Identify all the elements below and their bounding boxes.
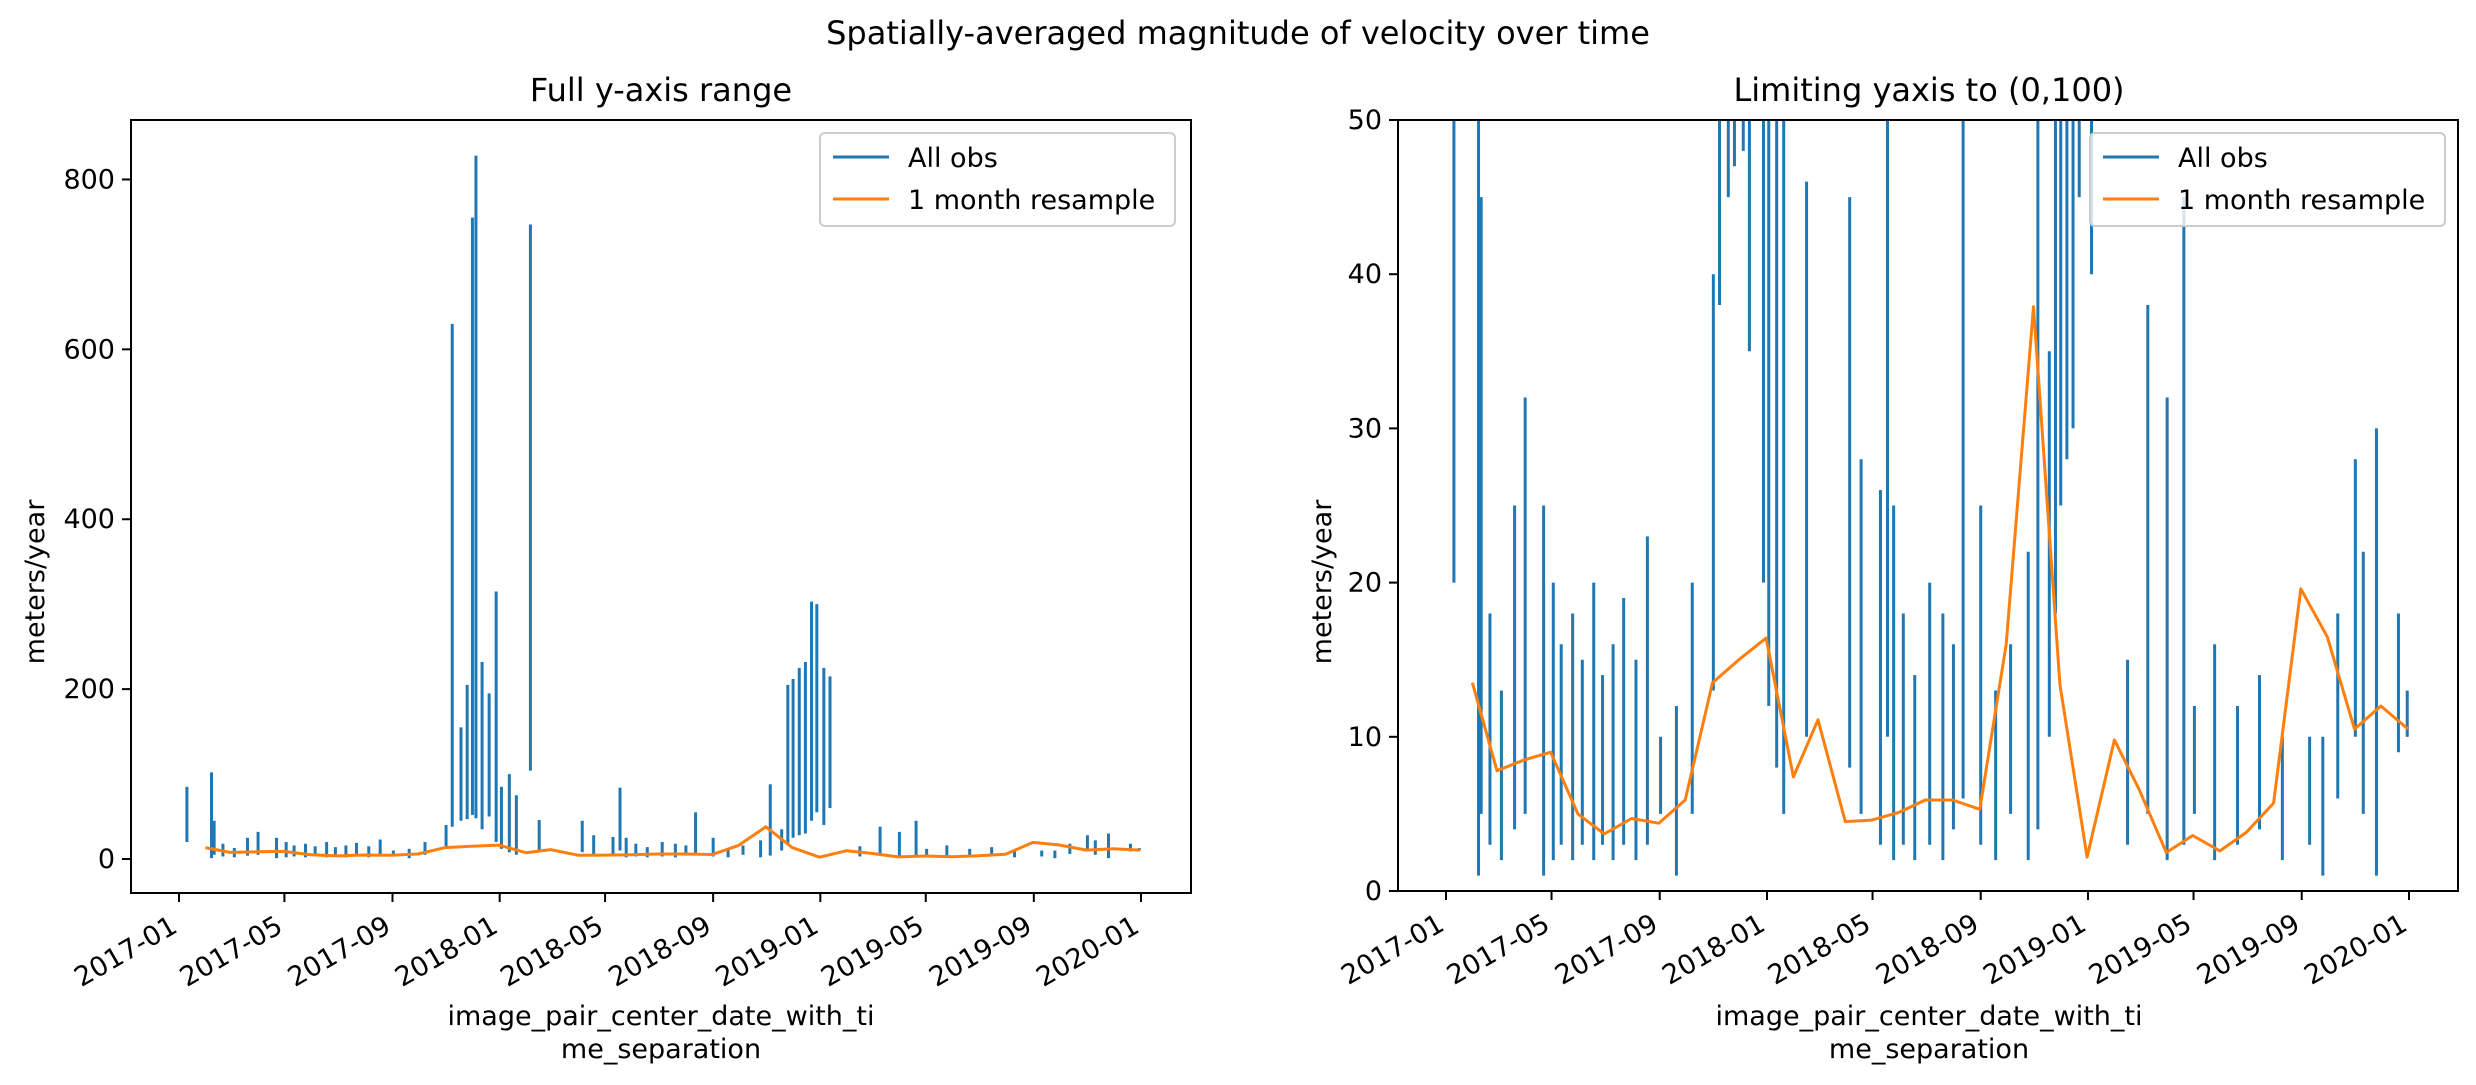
right-y-tick-label: 20 bbox=[1348, 568, 1382, 599]
left-chart-panel: Full y-axis range meters/year image_pair… bbox=[20, 71, 1192, 1065]
left-x-tick-label: 2017-05 bbox=[175, 910, 288, 993]
right-legend-label-all-obs: All obs bbox=[2178, 143, 2268, 174]
left-legend-label-all-obs: All obs bbox=[908, 143, 998, 174]
right-chart-plot-area bbox=[1452, 120, 2410, 876]
right-y-tick-label: 40 bbox=[1348, 259, 1382, 290]
right-y-tick-label: 30 bbox=[1348, 413, 1382, 444]
right-chart-xlabel-line1: image_pair_center_date_with_ti bbox=[1715, 1001, 2142, 1032]
right-x-tick-label: 2019-01 bbox=[1978, 908, 2091, 991]
left-chart-legend: All obs 1 month resample bbox=[819, 132, 1176, 227]
left-x-tick-label: 2018-01 bbox=[390, 910, 503, 993]
right-chart-xlabel-line2: me_separation bbox=[1829, 1034, 2029, 1065]
right-x-tick-label: 2020-01 bbox=[2299, 908, 2412, 991]
left-legend-label-resample: 1 month resample bbox=[908, 185, 1155, 216]
figure-suptitle: Spatially-averaged magnitude of velocity… bbox=[826, 14, 1650, 52]
left-chart-ticks: 2017-012017-052017-092018-012018-052018-… bbox=[63, 164, 1144, 993]
left-chart-plot-area bbox=[185, 155, 1141, 859]
left-x-tick-label: 2018-05 bbox=[495, 910, 608, 993]
left-chart-ylabel: meters/year bbox=[20, 499, 51, 665]
left-y-tick-label: 800 bbox=[63, 164, 115, 195]
left-chart-xlabel-line1: image_pair_center_date_with_ti bbox=[447, 1001, 874, 1032]
right-chart-ticks: 2017-012017-052017-092018-012018-052018-… bbox=[1336, 105, 2412, 991]
left-x-tick-label: 2019-05 bbox=[816, 910, 929, 993]
right-y-tick-label: 50 bbox=[1348, 105, 1382, 136]
right-chart-panel: Limiting yaxis to (0,100) meters/year im… bbox=[1307, 71, 2459, 1065]
left-x-tick-label: 2018-09 bbox=[603, 910, 716, 993]
right-chart-legend: All obs 1 month resample bbox=[2089, 132, 2446, 227]
left-chart-frame bbox=[130, 119, 1192, 894]
left-y-tick-label: 200 bbox=[63, 674, 115, 705]
left-x-tick-label: 2020-01 bbox=[1031, 910, 1144, 993]
left-legend-box bbox=[819, 132, 1176, 227]
left-y-tick-label: 400 bbox=[63, 504, 115, 535]
right-chart-title: Limiting yaxis to (0,100) bbox=[1733, 71, 2124, 109]
right-x-tick-label: 2019-05 bbox=[2084, 908, 2197, 991]
right-x-tick-label: 2018-01 bbox=[1657, 908, 1770, 991]
right-x-tick-label: 2017-05 bbox=[1442, 908, 1555, 991]
left-x-tick-label: 2017-09 bbox=[283, 910, 396, 993]
right-x-tick-label: 2017-01 bbox=[1336, 908, 1449, 991]
right-x-tick-label: 2018-09 bbox=[1871, 908, 1984, 991]
left-x-tick-label: 2019-09 bbox=[924, 910, 1037, 993]
left-chart-xlabel-line2: me_separation bbox=[561, 1034, 761, 1065]
left-x-tick-label: 2017-01 bbox=[69, 910, 182, 993]
left-x-tick-label: 2019-01 bbox=[711, 910, 824, 993]
right-chart-frame bbox=[1397, 119, 2459, 892]
right-chart-ylabel: meters/year bbox=[1307, 499, 1338, 665]
right-resample-line bbox=[1470, 305, 2410, 859]
right-legend-box bbox=[2089, 132, 2446, 227]
right-x-tick-label: 2018-05 bbox=[1763, 908, 1876, 991]
right-y-tick-label: 10 bbox=[1348, 722, 1382, 753]
right-x-tick-label: 2017-09 bbox=[1550, 908, 1663, 991]
left-chart-title: Full y-axis range bbox=[530, 71, 792, 109]
left-resample-line bbox=[205, 825, 1141, 859]
right-x-tick-label: 2019-09 bbox=[2192, 908, 2305, 991]
right-y-tick-label: 0 bbox=[1365, 876, 1382, 907]
left-y-tick-label: 0 bbox=[98, 844, 115, 875]
right-legend-label-resample: 1 month resample bbox=[2178, 185, 2425, 216]
left-y-tick-label: 600 bbox=[63, 334, 115, 365]
